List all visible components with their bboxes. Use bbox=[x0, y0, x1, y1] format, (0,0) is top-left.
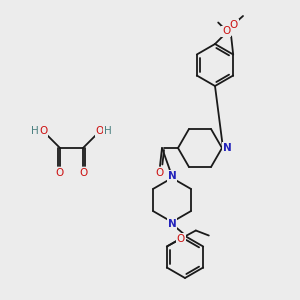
Text: O: O bbox=[222, 26, 230, 37]
Text: O: O bbox=[177, 233, 185, 244]
Text: N: N bbox=[168, 171, 176, 181]
Text: O: O bbox=[56, 168, 64, 178]
Text: O: O bbox=[79, 168, 87, 178]
Text: H: H bbox=[104, 126, 112, 136]
Text: H: H bbox=[31, 126, 39, 136]
Text: N: N bbox=[168, 219, 176, 229]
Text: O: O bbox=[39, 126, 47, 136]
Text: O: O bbox=[230, 20, 238, 30]
Text: O: O bbox=[96, 126, 104, 136]
Text: N: N bbox=[223, 143, 231, 153]
Text: O: O bbox=[156, 168, 164, 178]
